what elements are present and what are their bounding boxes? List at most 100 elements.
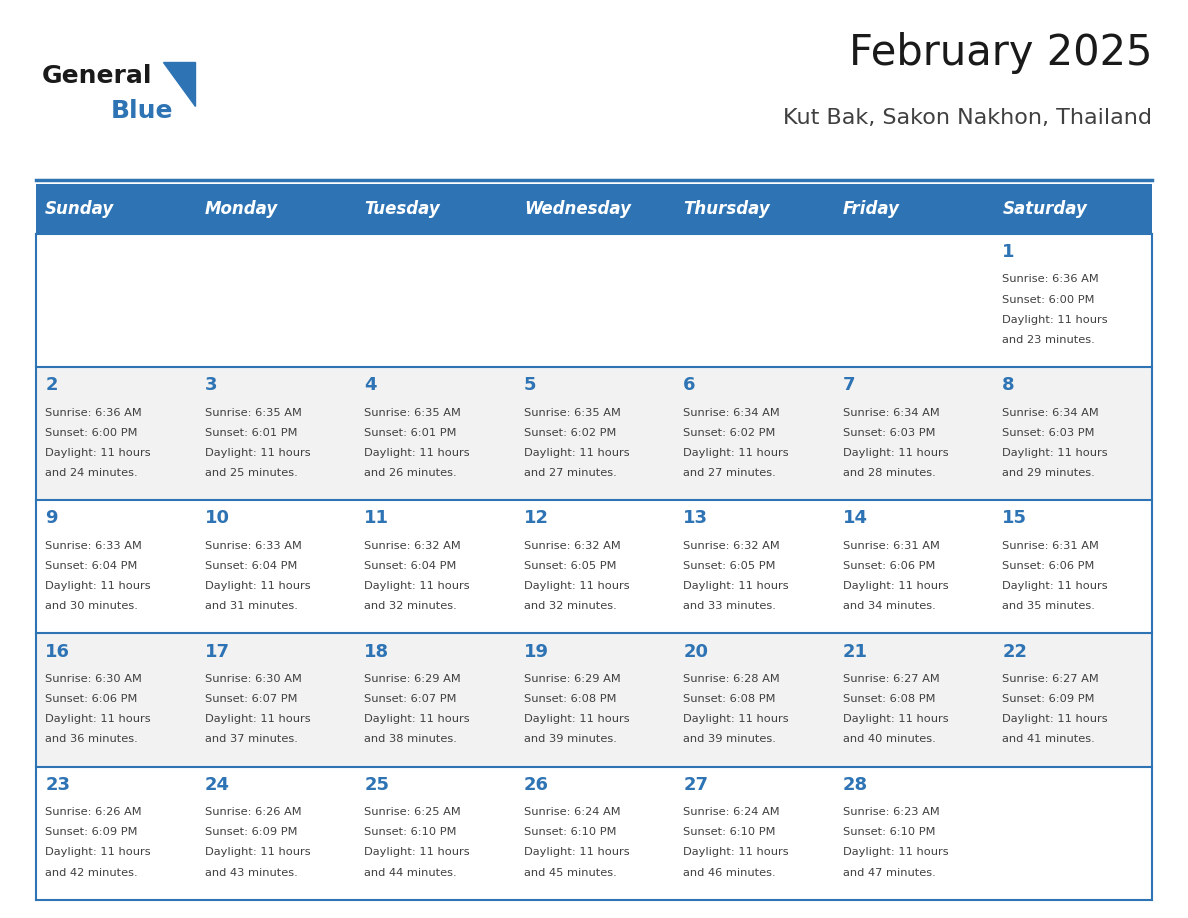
Text: 22: 22	[1003, 643, 1028, 661]
Text: Sunset: 6:09 PM: Sunset: 6:09 PM	[1003, 694, 1095, 704]
Text: Kut Bak, Sakon Nakhon, Thailand: Kut Bak, Sakon Nakhon, Thailand	[783, 108, 1152, 129]
Text: and 36 minutes.: and 36 minutes.	[45, 734, 138, 744]
Bar	[36, 184, 195, 234]
Text: and 28 minutes.: and 28 minutes.	[842, 468, 936, 478]
Text: and 39 minutes.: and 39 minutes.	[683, 734, 776, 744]
Text: Sunrise: 6:30 AM: Sunrise: 6:30 AM	[45, 674, 143, 684]
Text: 4: 4	[365, 376, 377, 395]
Text: Sunrise: 6:29 AM: Sunrise: 6:29 AM	[524, 674, 620, 684]
Bar	[833, 184, 993, 234]
Text: 21: 21	[842, 643, 867, 661]
Text: 18: 18	[365, 643, 390, 661]
Text: and 43 minutes.: and 43 minutes.	[204, 868, 297, 878]
Text: Sunrise: 6:31 AM: Sunrise: 6:31 AM	[1003, 541, 1099, 551]
Bar	[355, 184, 514, 234]
Text: Sunset: 6:08 PM: Sunset: 6:08 PM	[524, 694, 617, 704]
Text: and 44 minutes.: and 44 minutes.	[365, 868, 457, 878]
Text: 26: 26	[524, 776, 549, 794]
Text: Sunrise: 6:35 AM: Sunrise: 6:35 AM	[365, 408, 461, 418]
Text: Sunset: 6:01 PM: Sunset: 6:01 PM	[365, 428, 456, 438]
Text: Sunrise: 6:33 AM: Sunrise: 6:33 AM	[45, 541, 143, 551]
Text: General: General	[42, 64, 152, 88]
Text: Sunrise: 6:30 AM: Sunrise: 6:30 AM	[204, 674, 302, 684]
Text: Daylight: 11 hours: Daylight: 11 hours	[45, 581, 151, 591]
Text: Sunset: 6:02 PM: Sunset: 6:02 PM	[524, 428, 617, 438]
Text: 28: 28	[842, 776, 868, 794]
Text: Daylight: 11 hours: Daylight: 11 hours	[204, 714, 310, 724]
Text: Sunrise: 6:31 AM: Sunrise: 6:31 AM	[842, 541, 940, 551]
Text: Daylight: 11 hours: Daylight: 11 hours	[683, 448, 789, 458]
Bar	[36, 367, 1152, 500]
Bar	[36, 633, 1152, 767]
Text: and 35 minutes.: and 35 minutes.	[1003, 601, 1095, 611]
Text: Sunset: 6:10 PM: Sunset: 6:10 PM	[524, 827, 617, 837]
Text: Daylight: 11 hours: Daylight: 11 hours	[842, 448, 948, 458]
Text: Sunset: 6:06 PM: Sunset: 6:06 PM	[45, 694, 138, 704]
Text: Sunrise: 6:35 AM: Sunrise: 6:35 AM	[204, 408, 302, 418]
Text: Sunrise: 6:35 AM: Sunrise: 6:35 AM	[524, 408, 620, 418]
Text: 24: 24	[204, 776, 229, 794]
Bar	[36, 500, 1152, 633]
Polygon shape	[163, 62, 195, 106]
Text: Wednesday: Wednesday	[524, 200, 631, 218]
Text: Sunrise: 6:26 AM: Sunrise: 6:26 AM	[204, 807, 302, 817]
Text: Sunset: 6:03 PM: Sunset: 6:03 PM	[1003, 428, 1095, 438]
Text: Sunset: 6:00 PM: Sunset: 6:00 PM	[1003, 295, 1095, 305]
Text: Sunday: Sunday	[45, 200, 114, 218]
Text: and 34 minutes.: and 34 minutes.	[842, 601, 936, 611]
Text: Sunrise: 6:32 AM: Sunrise: 6:32 AM	[683, 541, 781, 551]
Text: Sunrise: 6:24 AM: Sunrise: 6:24 AM	[683, 807, 779, 817]
Text: Sunrise: 6:26 AM: Sunrise: 6:26 AM	[45, 807, 141, 817]
Text: and 46 minutes.: and 46 minutes.	[683, 868, 776, 878]
Text: Daylight: 11 hours: Daylight: 11 hours	[1003, 315, 1108, 325]
Text: Daylight: 11 hours: Daylight: 11 hours	[204, 581, 310, 591]
Text: Sunrise: 6:32 AM: Sunrise: 6:32 AM	[365, 541, 461, 551]
Text: Sunrise: 6:32 AM: Sunrise: 6:32 AM	[524, 541, 620, 551]
Text: and 24 minutes.: and 24 minutes.	[45, 468, 138, 478]
Text: 15: 15	[1003, 509, 1028, 528]
Text: Thursday: Thursday	[683, 200, 770, 218]
Text: Sunset: 6:05 PM: Sunset: 6:05 PM	[683, 561, 776, 571]
Text: Sunrise: 6:24 AM: Sunrise: 6:24 AM	[524, 807, 620, 817]
Text: Sunset: 6:07 PM: Sunset: 6:07 PM	[365, 694, 456, 704]
Text: Sunset: 6:02 PM: Sunset: 6:02 PM	[683, 428, 776, 438]
Text: and 40 minutes.: and 40 minutes.	[842, 734, 936, 744]
Text: 2: 2	[45, 376, 58, 395]
Text: 1: 1	[1003, 243, 1015, 262]
Text: Sunset: 6:09 PM: Sunset: 6:09 PM	[204, 827, 297, 837]
Text: Tuesday: Tuesday	[365, 200, 440, 218]
Text: Daylight: 11 hours: Daylight: 11 hours	[842, 847, 948, 857]
Text: 16: 16	[45, 643, 70, 661]
Text: and 29 minutes.: and 29 minutes.	[1003, 468, 1095, 478]
Bar	[993, 184, 1152, 234]
Text: Sunset: 6:05 PM: Sunset: 6:05 PM	[524, 561, 617, 571]
Text: 13: 13	[683, 509, 708, 528]
Text: Daylight: 11 hours: Daylight: 11 hours	[365, 714, 469, 724]
Text: Daylight: 11 hours: Daylight: 11 hours	[45, 448, 151, 458]
Text: Sunrise: 6:34 AM: Sunrise: 6:34 AM	[683, 408, 781, 418]
Text: Daylight: 11 hours: Daylight: 11 hours	[683, 714, 789, 724]
Text: 23: 23	[45, 776, 70, 794]
Text: Daylight: 11 hours: Daylight: 11 hours	[365, 448, 469, 458]
Text: Sunrise: 6:36 AM: Sunrise: 6:36 AM	[45, 408, 141, 418]
Text: Sunset: 6:01 PM: Sunset: 6:01 PM	[204, 428, 297, 438]
Text: and 32 minutes.: and 32 minutes.	[524, 601, 617, 611]
Text: 11: 11	[365, 509, 390, 528]
Text: and 38 minutes.: and 38 minutes.	[365, 734, 457, 744]
Text: and 42 minutes.: and 42 minutes.	[45, 868, 138, 878]
Text: and 30 minutes.: and 30 minutes.	[45, 601, 138, 611]
Bar	[195, 184, 355, 234]
Text: Sunset: 6:04 PM: Sunset: 6:04 PM	[365, 561, 456, 571]
Text: Sunset: 6:10 PM: Sunset: 6:10 PM	[365, 827, 456, 837]
Text: Daylight: 11 hours: Daylight: 11 hours	[45, 714, 151, 724]
Text: Sunset: 6:03 PM: Sunset: 6:03 PM	[842, 428, 935, 438]
Text: Sunrise: 6:29 AM: Sunrise: 6:29 AM	[365, 674, 461, 684]
Bar	[674, 184, 833, 234]
Text: 12: 12	[524, 509, 549, 528]
Text: Daylight: 11 hours: Daylight: 11 hours	[204, 847, 310, 857]
Text: Daylight: 11 hours: Daylight: 11 hours	[524, 581, 630, 591]
Text: Sunset: 6:08 PM: Sunset: 6:08 PM	[683, 694, 776, 704]
Text: Daylight: 11 hours: Daylight: 11 hours	[1003, 448, 1108, 458]
Text: 5: 5	[524, 376, 536, 395]
Text: Sunrise: 6:33 AM: Sunrise: 6:33 AM	[204, 541, 302, 551]
